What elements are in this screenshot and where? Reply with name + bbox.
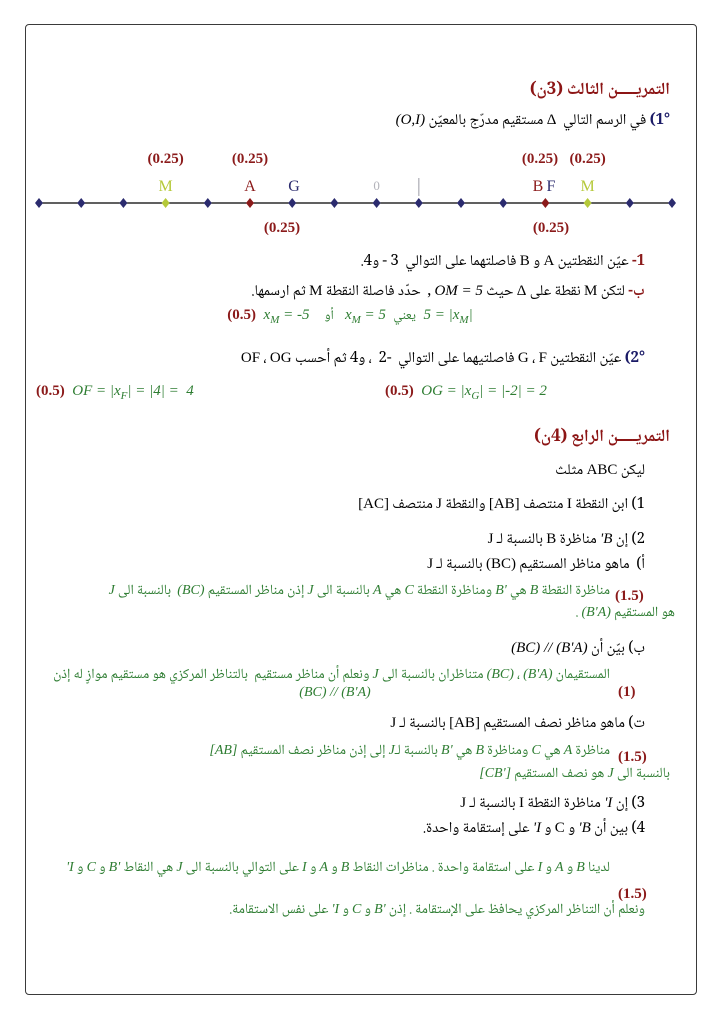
svg-text:A: A [244, 178, 256, 195]
svg-text:M: M [580, 178, 594, 195]
svg-text:(0.25): (0.25) [264, 220, 300, 236]
svg-text:M: M [158, 178, 172, 195]
svg-text:(0.25): (0.25) [147, 151, 183, 167]
svg-text:(0.25): (0.25) [533, 220, 569, 236]
svg-text:(0.25): (0.25) [522, 151, 558, 167]
svg-text:0: 0 [373, 178, 380, 193]
svg-text:B: B [533, 178, 544, 195]
svg-text:(0.25): (0.25) [569, 151, 605, 167]
svg-text:(0.25): (0.25) [232, 151, 268, 167]
svg-text:G: G [288, 178, 300, 195]
svg-text:F: F [547, 178, 556, 195]
